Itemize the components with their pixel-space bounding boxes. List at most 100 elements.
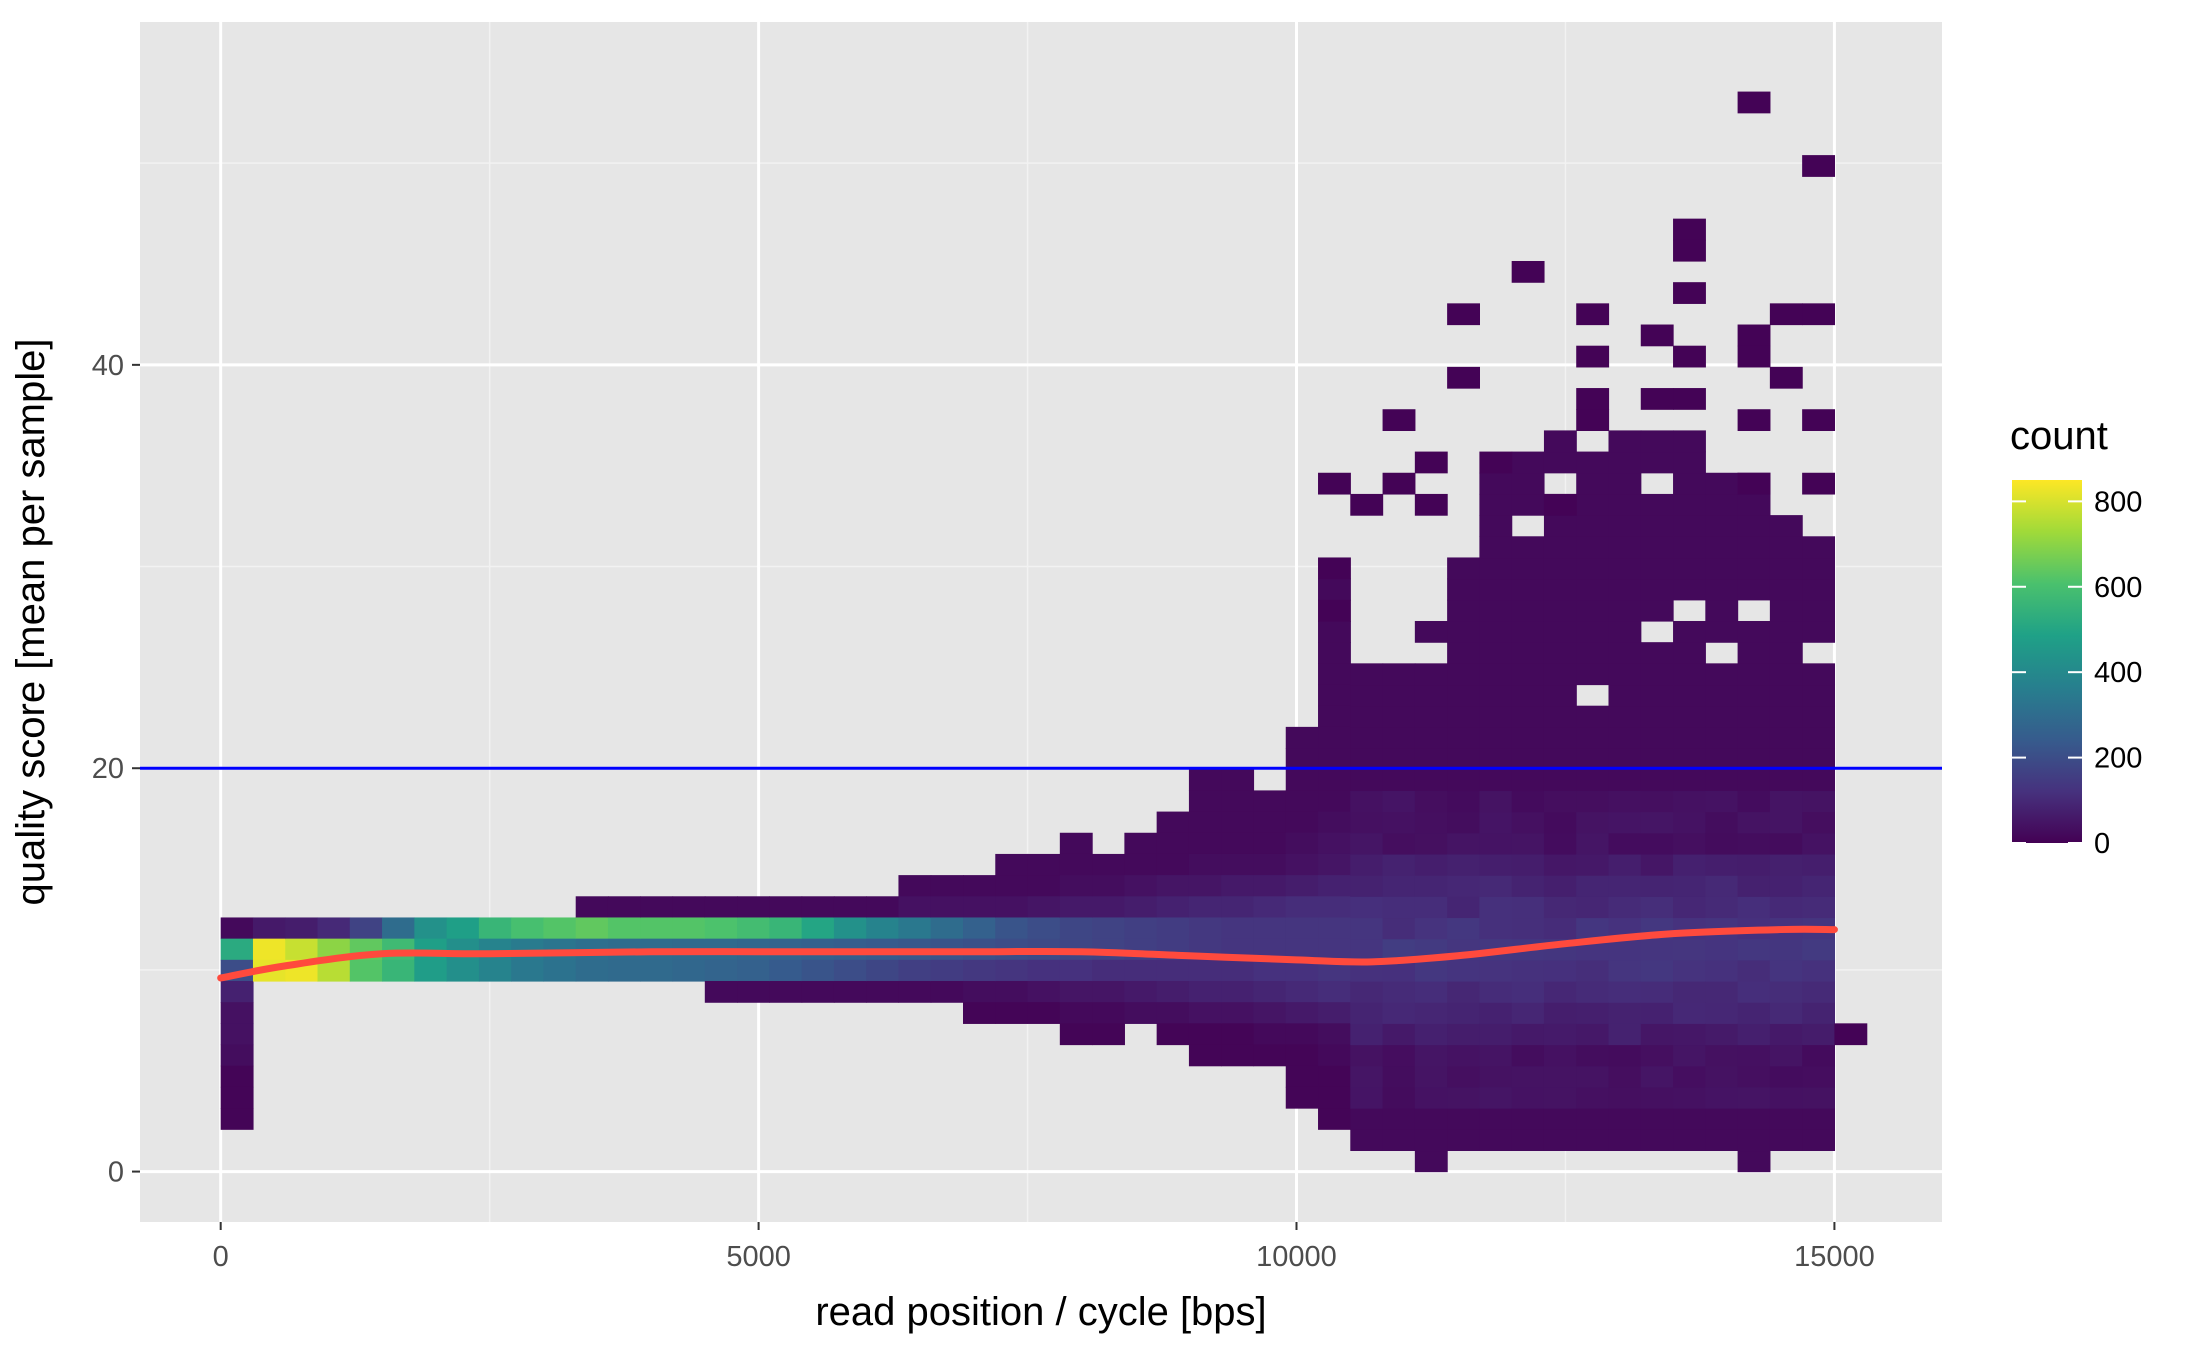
heatmap-cell (1382, 875, 1416, 897)
heatmap-cell (1640, 1044, 1674, 1067)
heatmap-cell (1511, 472, 1545, 495)
heatmap-cell (1511, 663, 1545, 686)
heatmap-cell (1737, 1044, 1771, 1067)
heatmap-cell (704, 959, 738, 982)
heatmap-cell (1576, 472, 1610, 495)
heatmap-cell (1705, 1108, 1739, 1130)
heatmap-cell (1705, 536, 1739, 559)
heatmap-cell (1769, 938, 1803, 961)
heatmap-cell (1221, 1044, 1255, 1067)
heatmap-cell (382, 938, 415, 961)
heatmap-cell (1285, 1065, 1319, 1088)
heatmap-cell (1350, 938, 1384, 961)
heatmap-cell (1414, 811, 1448, 834)
heatmap-cell (1543, 790, 1577, 813)
heatmap-cell (1414, 1150, 1448, 1173)
heatmap-cell (1382, 1065, 1416, 1088)
heatmap-cell (995, 1002, 1029, 1024)
heatmap-cell (1769, 726, 1803, 749)
y-tick-label: 0 (108, 1157, 124, 1189)
heatmap-cell (1705, 599, 1739, 622)
heatmap-cell (1447, 1065, 1480, 1088)
heatmap-cell (1382, 684, 1416, 707)
heatmap-cell (1511, 917, 1545, 940)
heatmap-cell (1253, 832, 1287, 855)
heatmap-cell (1705, 472, 1739, 495)
heatmap-cell (1802, 1065, 1836, 1088)
heatmap-cell (1447, 748, 1480, 770)
heatmap-cell (1350, 726, 1384, 749)
heatmap-cell (1027, 875, 1061, 897)
heatmap-cell (1769, 896, 1803, 919)
heatmap-cell (1124, 875, 1158, 897)
heatmap-cell (1673, 620, 1706, 643)
legend-title: count (2010, 414, 2108, 458)
heatmap-cell (1802, 896, 1836, 919)
heatmap-cell (672, 917, 706, 940)
heatmap-cell (1673, 388, 1706, 410)
heatmap-cell (1414, 684, 1448, 707)
heatmap-cell (1640, 1002, 1674, 1024)
heatmap-cell (1737, 409, 1771, 432)
heatmap-cell (1188, 790, 1222, 813)
heatmap-cell (1156, 1023, 1190, 1046)
heatmap-cell (1640, 748, 1674, 770)
heatmap-cell (414, 938, 448, 961)
heatmap-cell (995, 875, 1029, 897)
heatmap-cell (1479, 451, 1513, 474)
heatmap-cell (1188, 853, 1222, 876)
heatmap-cell (1447, 980, 1480, 1003)
heatmap-cell (1576, 811, 1610, 834)
heatmap-cell (1447, 726, 1480, 749)
heatmap-cell (220, 980, 254, 1003)
heatmap-cell (1511, 811, 1545, 834)
heatmap-cell (1511, 1023, 1545, 1046)
heatmap-cell (1576, 875, 1610, 897)
heatmap-cell (1382, 1044, 1416, 1067)
heatmap-cell (1479, 705, 1513, 728)
heatmap-cell (1285, 980, 1319, 1003)
heatmap-cell (1576, 705, 1610, 728)
heatmap-cell (1608, 980, 1642, 1003)
heatmap-cell (1318, 938, 1351, 961)
heatmap-cell (1576, 303, 1610, 326)
heatmap-cell (1640, 726, 1674, 749)
heatmap-cell (1350, 1108, 1384, 1130)
heatmap-cell (1576, 536, 1610, 559)
heatmap-cell (1382, 1086, 1416, 1109)
heatmap-cell (1124, 896, 1158, 919)
heatmap-cell (1479, 493, 1513, 516)
heatmap-cell (1318, 959, 1351, 982)
heatmap-cell (1447, 599, 1480, 622)
heatmap-cell (1705, 1086, 1739, 1109)
heatmap-cell (1543, 578, 1577, 601)
heatmap-cell (1447, 1086, 1480, 1109)
heatmap-cell (1253, 1002, 1287, 1024)
heatmap-cell (1576, 451, 1610, 474)
heatmap-cell (1511, 769, 1545, 792)
heatmap-cell (1479, 875, 1513, 897)
heatmap-cell (1414, 853, 1448, 876)
heatmap-cell (833, 980, 867, 1003)
heatmap-cell (1382, 472, 1416, 495)
heatmap-cell (1769, 663, 1803, 686)
heatmap-cell (1188, 917, 1222, 940)
heatmap-cell (1447, 1002, 1480, 1024)
heatmap-cell (575, 917, 609, 940)
heatmap-cell (1608, 832, 1642, 855)
heatmap-cell (672, 959, 706, 982)
heatmap-cell (1479, 917, 1513, 940)
heatmap-cell (1673, 451, 1706, 474)
heatmap-cell (1705, 832, 1739, 855)
heatmap-cell (414, 959, 448, 982)
heatmap-cell (1318, 917, 1351, 940)
heatmap-cell (220, 1086, 254, 1109)
heatmap-cell (1479, 748, 1513, 770)
heatmap-cell (1673, 875, 1706, 897)
heatmap-cell (1608, 748, 1642, 770)
heatmap-cell (1188, 1002, 1222, 1024)
heatmap-cell (1673, 790, 1706, 813)
heatmap-cell (1737, 938, 1771, 961)
heatmap-cell (995, 959, 1029, 982)
heatmap-cell (1414, 1129, 1448, 1152)
